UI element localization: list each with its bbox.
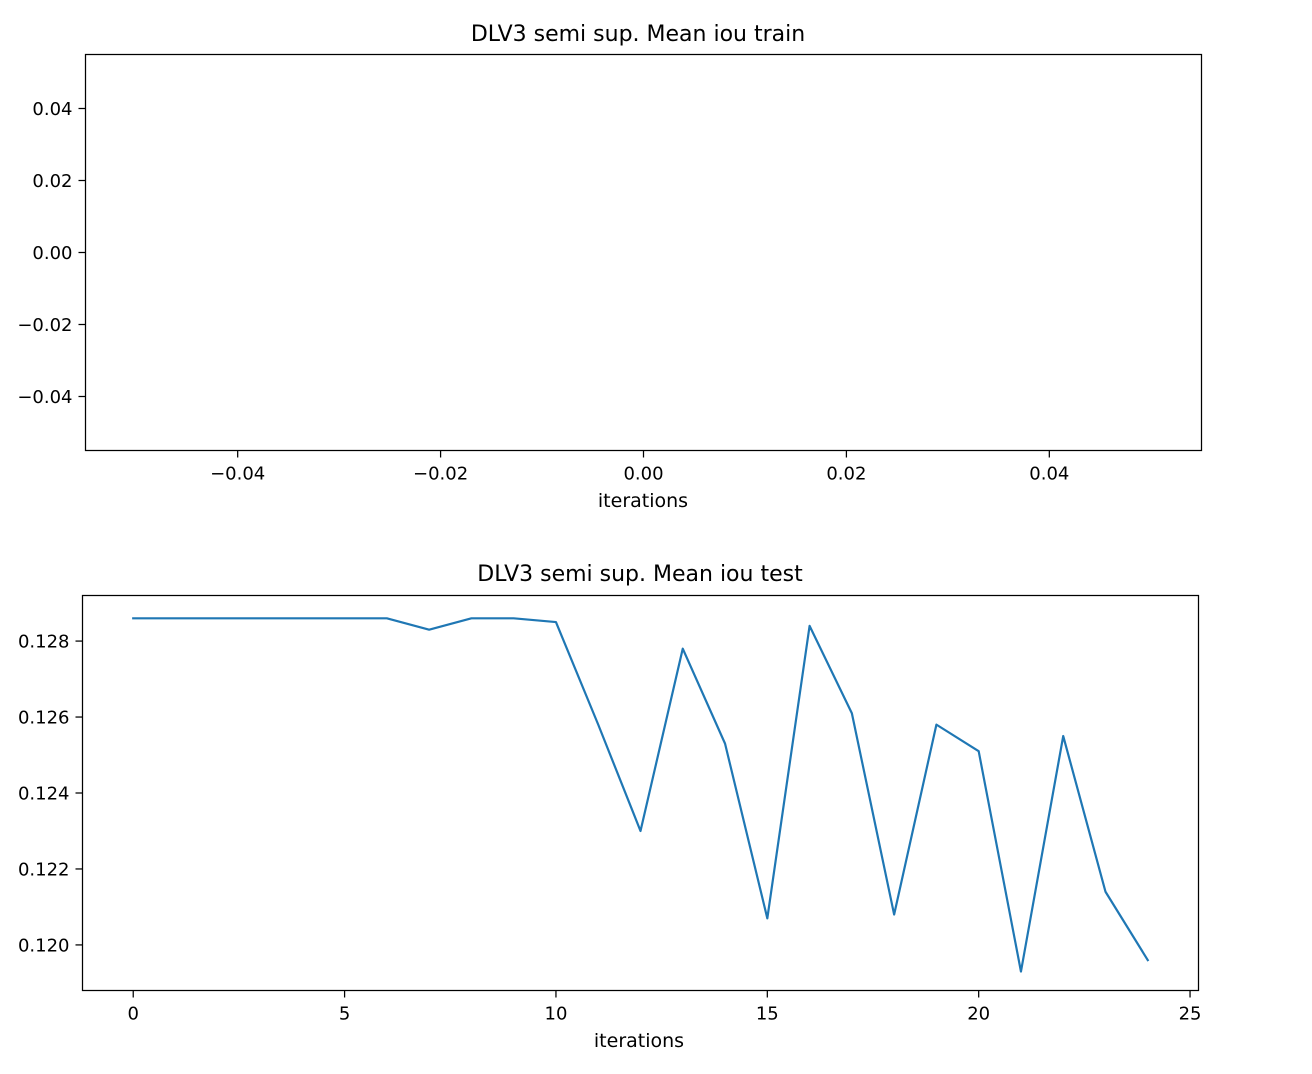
test-x-tick-label: 10 bbox=[545, 1004, 568, 1025]
test-x-tick-label: 20 bbox=[967, 1004, 990, 1025]
train-x-tick-label: −0.04 bbox=[210, 464, 265, 485]
test-y-tick-label: 0.126 bbox=[18, 708, 70, 729]
train-x-axis-label: iterations bbox=[598, 490, 688, 512]
test-y-tick-label: 0.120 bbox=[18, 935, 70, 956]
train-x-tick-label: 0.00 bbox=[623, 464, 663, 485]
test-plot-frame bbox=[81, 594, 1200, 992]
test-y-tick-label: 0.122 bbox=[18, 859, 70, 880]
train-y-tick-label: 0.00 bbox=[32, 243, 72, 264]
test-x-axis-label: iterations bbox=[594, 1030, 684, 1052]
train-x-tick-label: −0.02 bbox=[413, 464, 468, 485]
test-x-tick-label: 5 bbox=[339, 1004, 350, 1025]
train-y-tick-label: −0.02 bbox=[17, 315, 72, 336]
train-chart: DLV3 semi sup. Mean iou train −0.04 −0.02… bbox=[17, 22, 1203, 512]
train-x-ticks: −0.04 −0.02 0.00 0.02 0.04 bbox=[210, 450, 1069, 485]
train-plot-frame bbox=[84, 53, 1203, 452]
train-y-ticks: 0.04 0.02 0.00 −0.02 −0.04 bbox=[17, 99, 86, 408]
train-chart-title: DLV3 semi sup. Mean iou train bbox=[471, 22, 805, 47]
test-y-tick-label: 0.128 bbox=[18, 632, 70, 653]
test-chart-title: DLV3 semi sup. Mean iou test bbox=[477, 562, 803, 587]
test-x-tick-label: 15 bbox=[756, 1004, 779, 1025]
test-y-tick-label: 0.124 bbox=[18, 784, 70, 805]
test-x-tick-label: 25 bbox=[1179, 1004, 1202, 1025]
test-y-ticks: 0.128 0.126 0.124 0.122 0.120 bbox=[18, 632, 83, 956]
train-y-tick-label: −0.04 bbox=[17, 387, 72, 408]
test-x-tick-label: 0 bbox=[128, 1004, 139, 1025]
test-series-line bbox=[132, 617, 1150, 973]
train-y-tick-label: 0.02 bbox=[32, 171, 72, 192]
train-x-tick-label: 0.04 bbox=[1029, 464, 1069, 485]
test-series bbox=[132, 617, 1150, 973]
train-y-tick-label: 0.04 bbox=[32, 99, 72, 120]
train-x-tick-label: 0.02 bbox=[826, 464, 866, 485]
test-chart: DLV3 semi sup. Mean iou test 0 5 10 15 20 25 … bbox=[18, 562, 1202, 1052]
test-x-ticks: 0 5 10 15 20 25 bbox=[128, 990, 1202, 1025]
